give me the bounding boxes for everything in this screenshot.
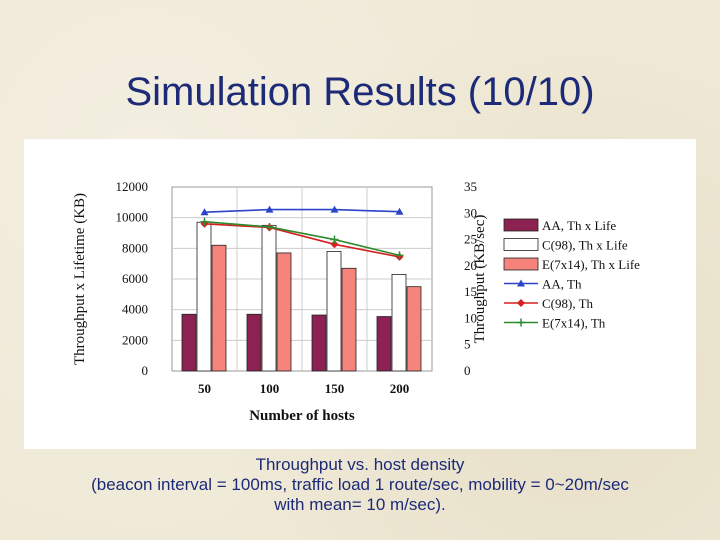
bar-c98 <box>261 224 277 372</box>
legend-marker <box>517 299 525 307</box>
bar-e7x14 <box>276 252 292 372</box>
y-right-tick-label: 25 <box>464 232 477 247</box>
bar-c98 <box>326 251 342 372</box>
y-left-axis-title: Throughput x Lifetime (KB) <box>72 193 88 365</box>
bar-e7x14 <box>341 267 357 372</box>
y-left-tick-label: 6000 <box>122 271 148 286</box>
legend-swatch <box>503 257 539 271</box>
y-right-tick-label: 15 <box>464 284 477 299</box>
bar-e7x14 <box>406 286 422 372</box>
chart-figure: 0 2000 4000 6000 8000 10000 12000 0 5 10 15 20 25 30 3… <box>24 139 696 449</box>
point-marker <box>330 205 339 213</box>
y-left-tick-label: 10000 <box>116 210 149 225</box>
y-right-tick-label: 10 <box>464 310 477 325</box>
bar-c98 <box>196 221 212 372</box>
legend-label: C(98), Th <box>542 296 594 311</box>
y-left-tick-label: 4000 <box>122 302 148 317</box>
bar-aa <box>376 316 392 372</box>
point-marker <box>200 208 209 216</box>
bar-aa <box>181 313 197 372</box>
legend-label: AA, Th x Life <box>542 218 616 233</box>
bar-aa <box>311 314 327 372</box>
x-tick-label: 150 <box>325 381 345 396</box>
y-right-tick-label: 35 <box>464 179 477 194</box>
point-marker <box>330 240 339 249</box>
x-tick-label: 50 <box>198 381 211 396</box>
point-marker <box>265 205 274 213</box>
y-right-axis-title: Throughput (KB/sec) <box>472 215 488 344</box>
y-left-tick-label: 8000 <box>122 240 148 255</box>
caption-line-2: (beacon interval = 100ms, traffic load 1… <box>91 475 629 494</box>
chart-caption: Throughput vs. host density (beacon inte… <box>0 455 720 515</box>
throughput-chart: 0 2000 4000 6000 8000 10000 12000 0 5 10 15 20 25 30 3… <box>72 179 640 424</box>
caption-line-1: Throughput vs. host density <box>255 455 465 474</box>
legend-label: AA, Th <box>542 277 582 292</box>
series-line-aa <box>204 208 400 214</box>
y-right-tick-label: 5 <box>464 337 471 352</box>
legend-label: E(7x14), Th x Life <box>542 257 640 272</box>
slide-title: Simulation Results (10/10) <box>125 70 595 114</box>
legend-marker <box>517 279 525 287</box>
y-right-tick-label: 30 <box>464 205 477 220</box>
series-line-e7x14 <box>204 220 400 257</box>
legend-label: C(98), Th x Life <box>542 238 628 253</box>
caption-line-3: with mean= 10 m/sec). <box>274 495 446 514</box>
x-axis-title: Number of hosts <box>249 408 355 424</box>
legend-label: E(7x14), Th <box>542 316 606 331</box>
x-tick-label: 100 <box>260 381 280 396</box>
bar-aa <box>246 313 262 372</box>
y-left-tick-label: 0 <box>142 363 149 378</box>
bar-c98 <box>391 273 407 372</box>
bar-e7x14 <box>211 244 227 372</box>
x-tick-label: 200 <box>390 381 410 396</box>
legend-swatch <box>503 218 539 232</box>
y-right-tick-label: 20 <box>464 258 477 273</box>
y-left-tick-label: 2000 <box>122 332 148 347</box>
legend-swatch <box>503 238 539 251</box>
series-line-c98 <box>204 223 400 258</box>
point-marker <box>395 207 404 215</box>
y-right-tick-label: 0 <box>464 363 471 378</box>
y-left-tick-label: 12000 <box>116 179 149 194</box>
